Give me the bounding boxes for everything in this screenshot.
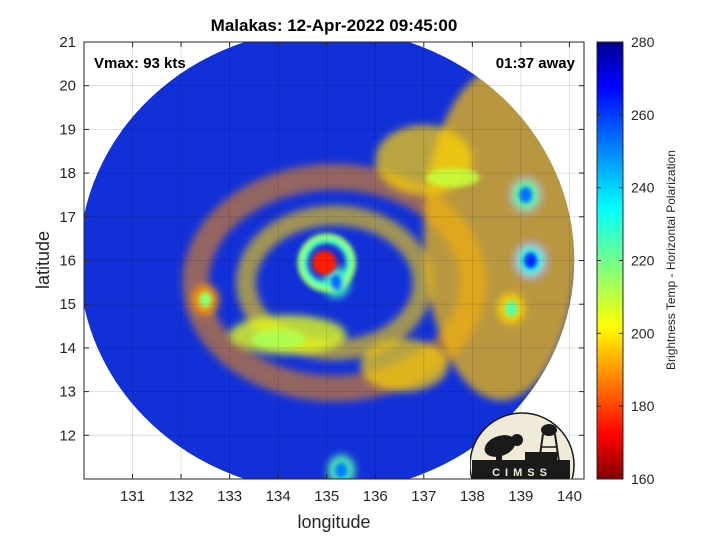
southern-rainband	[360, 339, 449, 392]
convective-cell	[334, 462, 348, 479]
y-tick-label: 13	[59, 384, 76, 401]
convective-cell	[330, 274, 343, 291]
chart-title: Malakas: 12-Apr-2022 09:45:00	[211, 16, 458, 35]
eyewall	[297, 233, 356, 292]
x-tick-label: 132	[169, 488, 194, 505]
x-tick-label: 137	[411, 488, 436, 505]
x-axis-label: longitude	[297, 512, 370, 532]
x-tick-label: 139	[508, 488, 533, 505]
colorbar-tick-label: 200	[631, 325, 655, 341]
colorbar: 160 180 200 220 240 260 280 Brightness Temp - …	[596, 34, 678, 487]
x-tick-label: 135	[314, 488, 339, 505]
eyewall-core	[302, 238, 351, 287]
rainband-cell	[251, 329, 305, 349]
colorbar-label: Brightness Temp - Horizontal Polarizatio…	[664, 150, 678, 370]
spiral-band	[235, 205, 433, 360]
x-tick-label: 138	[460, 488, 485, 505]
x-tick-label: 134	[266, 488, 291, 505]
vmax-annotation: Vmax: 93 kts	[94, 55, 186, 72]
y-axis-label: latitude	[33, 231, 53, 289]
convective-cell	[199, 291, 212, 308]
y-tick-label: 21	[59, 34, 76, 51]
x-tick-label: 133	[217, 488, 242, 505]
y-tick-label: 17	[59, 209, 76, 226]
colorbar-tick-label: 240	[631, 180, 655, 196]
y-tick-label: 18	[59, 165, 76, 182]
convective-cell	[519, 187, 533, 203]
x-tick-label: 131	[120, 488, 145, 505]
x-tick-label: 140	[557, 488, 582, 505]
colorbar-tick-label: 280	[631, 34, 655, 50]
cimss-logo-text: CIMSS	[492, 467, 552, 479]
brightness-temp-field	[84, 42, 575, 479]
convective-cell	[504, 300, 518, 317]
storm-eye	[312, 250, 337, 275]
colorbar-tick-label: 180	[631, 398, 655, 414]
y-tick-label: 20	[59, 78, 76, 95]
y-tick-label: 19	[59, 121, 76, 138]
y-tick-label: 14	[59, 340, 76, 357]
y-tick-label: 12	[59, 427, 76, 444]
y-tick-label: 15	[59, 296, 76, 313]
x-axis: 131 132 133 134 135 136 137 138 139 140	[120, 42, 582, 505]
convective-cell	[524, 252, 537, 269]
x-tick-label: 136	[363, 488, 388, 505]
colorbar-gradient	[596, 41, 624, 480]
cimss-logo: CIMSS	[470, 412, 575, 479]
time-offset-annotation: 01:37 away	[496, 55, 576, 72]
grid-lines	[84, 42, 584, 479]
y-axis: 12 13 14 15 16 17 18 19 20 21	[59, 34, 584, 444]
colorbar-tick-label: 220	[631, 253, 655, 269]
colorbar-tick-label: 160	[631, 471, 655, 487]
colorbar-tick-label: 260	[631, 107, 655, 123]
rainband-cell	[426, 167, 480, 188]
y-tick-label: 16	[59, 253, 76, 270]
